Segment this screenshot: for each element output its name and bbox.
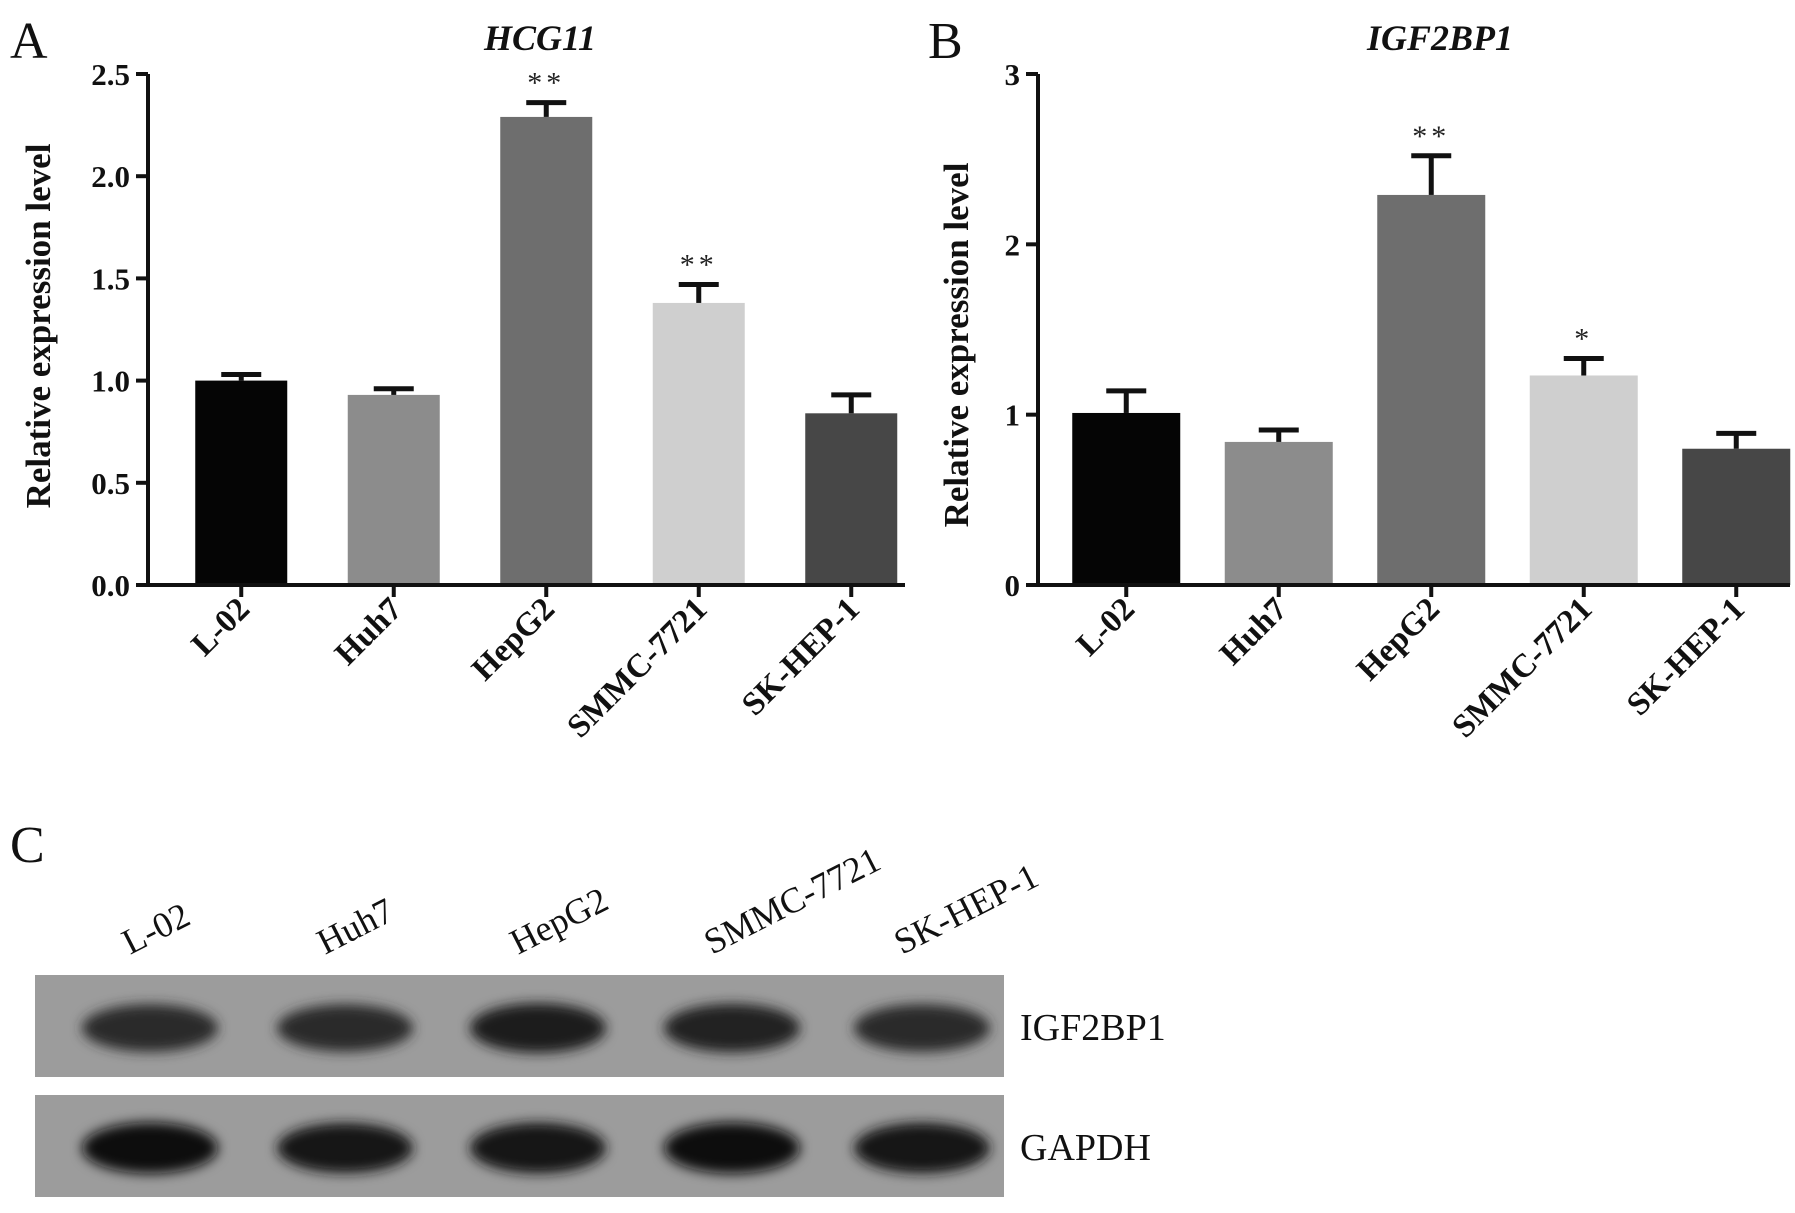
lane-label: Huh7 xyxy=(310,890,399,962)
lane-label: L-02 xyxy=(115,895,196,962)
y-tick-label: 0.0 xyxy=(91,568,130,603)
y-tick-label: 1 xyxy=(1005,398,1021,433)
bar xyxy=(1072,412,1181,585)
y-tick-label: 2.0 xyxy=(91,159,130,194)
blot-band xyxy=(664,1122,800,1174)
blot-band xyxy=(854,1004,990,1052)
bar xyxy=(500,116,593,585)
y-tick-label: 1.5 xyxy=(91,261,130,296)
blot-band xyxy=(854,1122,990,1174)
blot-band xyxy=(470,1122,606,1174)
bar xyxy=(1682,448,1791,585)
x-tick-label: HepG2 xyxy=(1350,591,1447,688)
x-tick-label: L-02 xyxy=(1070,591,1142,663)
bar xyxy=(347,394,440,585)
chart-title: IGF2BP1 xyxy=(1366,18,1513,58)
x-tick-label: SK-HEP-1 xyxy=(1620,591,1752,723)
panel-label-b: B xyxy=(928,13,963,70)
lane-label: SMMC-7721 xyxy=(697,839,886,962)
bar xyxy=(1529,375,1638,585)
chart-hcg11: HCG11 Relative expression level ** ** 0.0… xyxy=(19,18,905,745)
significance-marker: * xyxy=(1574,322,1593,355)
bar xyxy=(805,413,898,585)
y-axis-label: Relative expression level xyxy=(19,143,58,508)
bar xyxy=(652,302,745,585)
bar xyxy=(1377,194,1486,586)
blot-band xyxy=(82,1122,218,1174)
x-tick-label: Huh7 xyxy=(328,591,409,672)
western-blot: L-02 Huh7 HepG2 SMMC-7721 SK-HEP-1 IGF2BP1 GA… xyxy=(35,839,1166,1197)
y-tick-label: 0 xyxy=(1005,568,1021,603)
panel-label-a: A xyxy=(10,13,48,70)
blot-row-label: IGF2BP1 xyxy=(1020,1007,1166,1049)
y-tick-label: 2.5 xyxy=(91,57,130,92)
blot-row-label: GAPDH xyxy=(1020,1127,1151,1169)
blot-band xyxy=(664,1003,800,1053)
bar xyxy=(195,380,288,585)
significance-marker: ** xyxy=(527,67,565,100)
blot-band xyxy=(470,1003,606,1053)
x-tick-label: SK-HEP-1 xyxy=(735,591,867,723)
y-tick-label: 3 xyxy=(1005,57,1021,92)
x-tick-label: SMMC-7721 xyxy=(561,591,715,745)
panel-label-c: C xyxy=(10,817,45,874)
x-tick-label: HepG2 xyxy=(465,591,562,688)
y-tick-label: 2 xyxy=(1005,227,1021,262)
significance-marker: ** xyxy=(680,249,718,282)
bar xyxy=(1224,441,1333,585)
y-axis-label: Relative expression level xyxy=(937,162,976,527)
significance-marker: ** xyxy=(1412,120,1450,153)
blot-band xyxy=(277,1004,413,1052)
y-tick-label: 0.5 xyxy=(91,466,130,501)
x-tick-label: Huh7 xyxy=(1213,591,1294,672)
blot-band xyxy=(82,1004,218,1052)
chart-igf2bp1: IGF2BP1 Relative expression level *** 01… xyxy=(937,18,1791,745)
x-tick-label: L-02 xyxy=(185,591,257,663)
blot-band xyxy=(277,1122,413,1174)
x-tick-label: SMMC-7721 xyxy=(1446,591,1600,745)
lane-label: SK-HEP-1 xyxy=(887,856,1044,962)
y-tick-label: 1.0 xyxy=(91,364,130,399)
lane-label: HepG2 xyxy=(503,879,614,962)
chart-title: HCG11 xyxy=(483,18,596,58)
